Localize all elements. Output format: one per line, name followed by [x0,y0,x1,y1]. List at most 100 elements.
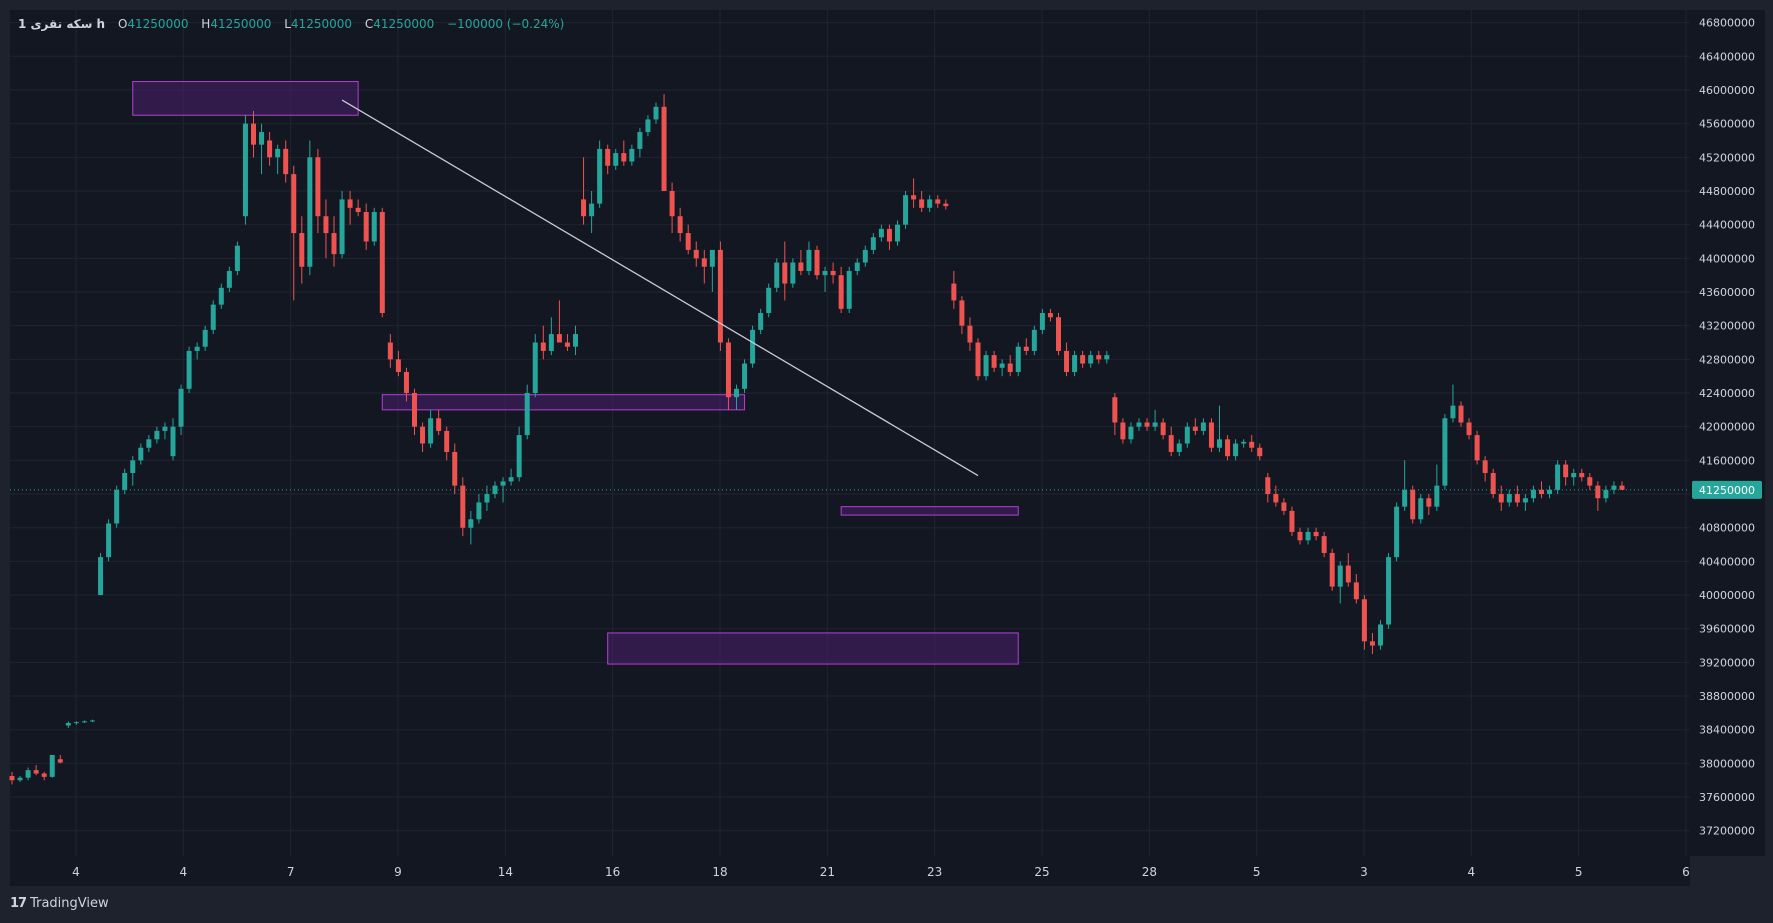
candle-body [1208,422,1214,448]
open-key: O [117,17,128,31]
candle-body [371,212,377,242]
x-tick-label: 7 [287,865,295,879]
candle-body [403,371,409,394]
candle-body [25,770,31,778]
candle-body [9,776,15,781]
candle-body [911,195,917,200]
x-tick-label: 4 [1468,865,1476,879]
candle-body [412,393,417,427]
candle-body [573,334,578,347]
candle-body [428,418,434,444]
candle-body [878,228,884,238]
x-tick-label: 5 [1253,865,1261,879]
grid [10,10,1690,856]
candle-body [645,119,651,133]
candle-body [444,430,450,452]
candle-body [621,153,627,162]
y-tick-label: 46000000 [1699,84,1755,97]
candle-body [1225,439,1231,457]
tradingview-logo[interactable]: 17 TradingView [10,896,109,911]
candle-body [1176,443,1182,452]
candle-body [178,388,184,427]
candle-body [1522,498,1528,503]
candle-body [983,355,989,377]
close-key: C [364,17,374,31]
x-tick-label: 4 [72,865,80,879]
candle-body [1128,426,1134,440]
candle-body [146,439,152,448]
candle-body [1241,441,1247,444]
last-price: 41250000 [10,480,1762,499]
candles [9,94,1625,785]
candle-body [1619,485,1625,490]
candle-body [1015,346,1021,372]
candle-body [1064,350,1070,372]
low-key: L [284,17,291,31]
y-tick-label: 44400000 [1699,219,1755,232]
tradingview-name: TradingView [30,896,109,911]
candle-body [154,430,160,440]
candle-body [1506,494,1512,503]
candle-body [1160,422,1166,436]
price-axis[interactable] [1690,10,1765,856]
candle-body [806,249,812,271]
candle-body [927,199,933,208]
y-tick-label: 42400000 [1699,387,1755,400]
candle-body [1579,472,1585,478]
candle-body [1369,641,1375,646]
candle-body [935,199,941,204]
candle-body [1200,422,1206,431]
candle-body [1152,422,1158,427]
candle-body [114,489,120,524]
symbol-label[interactable]: 1 ﺳﮑﻪ ﻧﻘﺮﯼ h [18,17,106,31]
candle-body [516,435,522,478]
plot-area[interactable] [10,10,1690,856]
candle-body [1458,405,1464,423]
candle-body [742,363,748,389]
candle-body [774,262,780,288]
candle-body [1611,485,1617,490]
time-axis[interactable] [10,856,1690,886]
candle-body [242,123,248,217]
candle-body [202,329,208,347]
candle-body [307,157,313,267]
candle-body [1361,599,1367,642]
candle-body [1039,313,1045,330]
candle-body [870,237,876,250]
candle-body [1080,355,1086,364]
candle-body [186,350,192,389]
candle-body [1184,426,1190,444]
candle-body [1217,439,1222,448]
y-tick-label: 39600000 [1699,623,1755,636]
y-tick-label: 45200000 [1699,151,1755,164]
close-value: 41250000 [373,17,435,31]
candle-body [138,447,144,461]
candle-body [1112,397,1118,423]
candle-body [1337,565,1343,587]
candle-body [331,233,337,255]
candle-body [830,270,836,276]
last-price-badge [1692,480,1762,499]
candle-body [532,342,538,394]
drawings[interactable] [341,99,979,477]
candle-body [1305,531,1311,541]
time-axis-labels: 4 4 7 9 14 16 18 21 23 25 28 5 3 4 5 6 [72,865,1690,879]
candle-body [484,494,490,503]
candle-body [1603,489,1609,499]
candle-body [49,754,55,777]
candle-body [564,342,570,347]
y-tick-label: 46800000 [1699,17,1755,30]
candle-body [1418,498,1424,520]
candle-body [1088,355,1094,364]
x-tick-label: 25 [1034,865,1049,879]
candle-body [1313,531,1319,537]
candle-body [1426,498,1432,507]
candle-body [1498,494,1504,503]
y-tick-label: 38400000 [1699,724,1755,737]
price-axis-labels: 37200000 37600000 38000000 38400000 38800000… [1699,17,1755,838]
support-resistance-zone [607,632,1019,665]
y-tick-label: 44800000 [1699,185,1755,198]
candle-body [581,199,587,217]
candle-body [170,426,176,457]
